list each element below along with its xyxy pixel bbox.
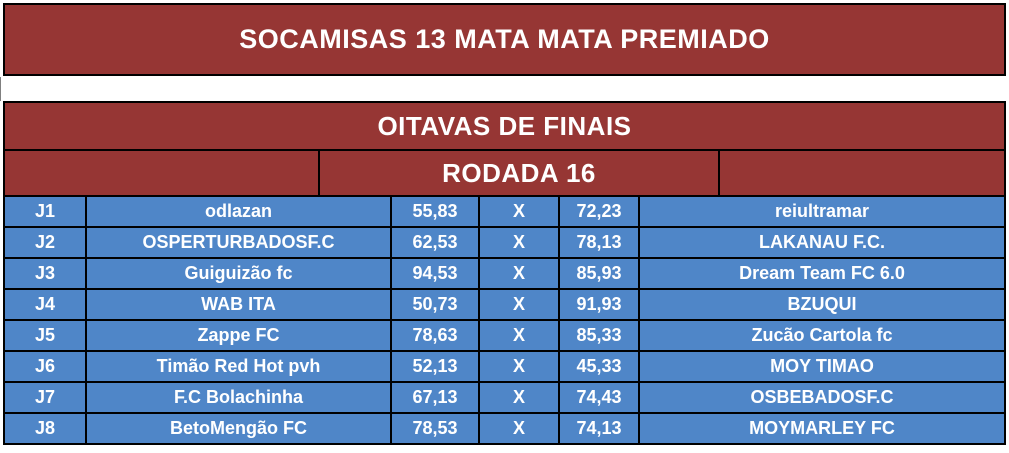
away-team-cell[interactable]: Dream Team FC 6.0 xyxy=(640,259,1004,288)
match-row: J3 Guiguizão fc 94,53 X 85,93 Dream Team FC 6… xyxy=(5,259,1004,288)
versus-cell[interactable]: X xyxy=(480,383,558,412)
home-score-cell[interactable]: 50,73 xyxy=(392,290,478,319)
away-score-cell[interactable]: 91,93 xyxy=(560,290,638,319)
stage-header-row: OITAVAS DE FINAIS xyxy=(5,103,1004,149)
away-team-cell[interactable]: MOY TIMAO xyxy=(640,352,1004,381)
versus-cell[interactable]: X xyxy=(480,321,558,350)
match-id-cell[interactable]: J3 xyxy=(5,259,85,288)
match-row: J4 WAB ITA 50,73 X 91,93 BZUQUI xyxy=(5,290,1004,319)
home-team-cell[interactable]: Zappe FC xyxy=(87,321,390,350)
tournament-title-bar: SOCAMISAS 13 MATA MATA PREMIADO xyxy=(3,3,1006,76)
match-id-cell[interactable]: J6 xyxy=(5,352,85,381)
home-score-cell[interactable]: 52,13 xyxy=(392,352,478,381)
round-header-cell[interactable]: RODADA 16 xyxy=(320,151,718,195)
home-team-cell[interactable]: odlazan xyxy=(87,197,390,226)
home-team-cell[interactable]: WAB ITA xyxy=(87,290,390,319)
home-score-cell[interactable]: 78,53 xyxy=(392,414,478,443)
away-team-cell[interactable]: MOYMARLEY FC xyxy=(640,414,1004,443)
versus-cell[interactable]: X xyxy=(480,352,558,381)
versus-cell[interactable]: X xyxy=(480,414,558,443)
match-row: J6 Timão Red Hot pvh 52,13 X 45,33 MOY TIMAO xyxy=(5,352,1004,381)
away-score-cell[interactable]: 78,13 xyxy=(560,228,638,257)
away-team-cell[interactable]: BZUQUI xyxy=(640,290,1004,319)
versus-cell[interactable]: X xyxy=(480,290,558,319)
home-score-cell[interactable]: 94,53 xyxy=(392,259,478,288)
home-team-cell[interactable]: BetoMengão FC xyxy=(87,414,390,443)
away-score-cell[interactable]: 74,13 xyxy=(560,414,638,443)
match-row: J7 F.C Bolachinha 67,13 X 74,43 OSBEBADOSF.C xyxy=(5,383,1004,412)
match-id-cell[interactable]: J8 xyxy=(5,414,85,443)
away-score-cell[interactable]: 74,43 xyxy=(560,383,638,412)
match-id-cell[interactable]: J7 xyxy=(5,383,85,412)
home-score-cell[interactable]: 78,63 xyxy=(392,321,478,350)
home-team-cell[interactable]: Timão Red Hot pvh xyxy=(87,352,390,381)
match-id-cell[interactable]: J4 xyxy=(5,290,85,319)
bracket-table: OITAVAS DE FINAIS RODADA 16 J1 odlazan 55,… xyxy=(3,101,1006,445)
match-row: J2 OSPERTURBADOSF.C 62,53 X 78,13 LAKANAU F.C… xyxy=(5,228,1004,257)
round-spacer-right-cell[interactable] xyxy=(720,151,1004,195)
versus-cell[interactable]: X xyxy=(480,259,558,288)
home-score-cell[interactable]: 67,13 xyxy=(392,383,478,412)
match-id-cell[interactable]: J1 xyxy=(5,197,85,226)
away-team-cell[interactable]: reiultramar xyxy=(640,197,1004,226)
round-header-row: RODADA 16 xyxy=(5,151,1004,195)
away-score-cell[interactable]: 45,33 xyxy=(560,352,638,381)
away-team-cell[interactable]: Zucão Cartola fc xyxy=(640,321,1004,350)
match-row: J1 odlazan 55,83 X 72,23 reiultramar xyxy=(5,197,1004,226)
away-score-cell[interactable]: 72,23 xyxy=(560,197,638,226)
home-team-cell[interactable]: F.C Bolachinha xyxy=(87,383,390,412)
away-score-cell[interactable]: 85,93 xyxy=(560,259,638,288)
home-team-cell[interactable]: Guiguizão fc xyxy=(87,259,390,288)
match-id-cell[interactable]: J5 xyxy=(5,321,85,350)
away-team-cell[interactable]: OSBEBADOSF.C xyxy=(640,383,1004,412)
stage-header-cell[interactable]: OITAVAS DE FINAIS xyxy=(5,103,1004,149)
gridline-artifact xyxy=(0,77,1,101)
away-score-cell[interactable]: 85,33 xyxy=(560,321,638,350)
away-team-cell[interactable]: LAKANAU F.C. xyxy=(640,228,1004,257)
round-spacer-left-cell[interactable] xyxy=(5,151,318,195)
home-team-cell[interactable]: OSPERTURBADOSF.C xyxy=(87,228,390,257)
tournament-title[interactable]: SOCAMISAS 13 MATA MATA PREMIADO xyxy=(5,5,1004,74)
home-score-cell[interactable]: 55,83 xyxy=(392,197,478,226)
match-id-cell[interactable]: J2 xyxy=(5,228,85,257)
versus-cell[interactable]: X xyxy=(480,228,558,257)
versus-cell[interactable]: X xyxy=(480,197,558,226)
match-row: J5 Zappe FC 78,63 X 85,33 Zucão Cartola fc xyxy=(5,321,1004,350)
match-row: J8 BetoMengão FC 78,53 X 74,13 MOYMARLEY FC xyxy=(5,414,1004,443)
home-score-cell[interactable]: 62,53 xyxy=(392,228,478,257)
